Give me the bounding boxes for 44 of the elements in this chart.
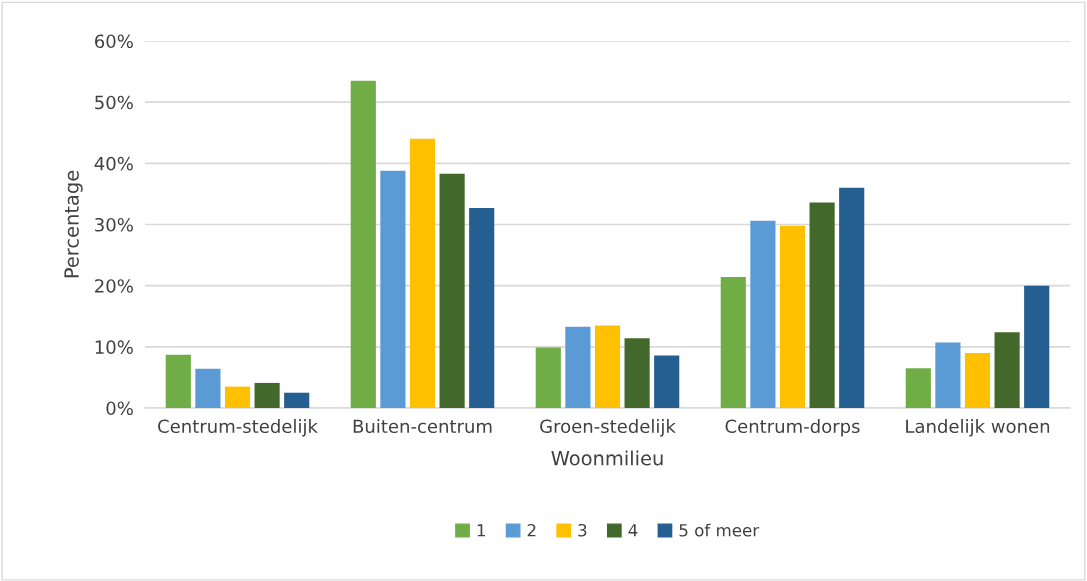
y-tick-label: 10% (95, 340, 133, 354)
legend-label: 2 (527, 523, 536, 537)
bar (565, 326, 591, 408)
bar (779, 225, 806, 408)
legend-label: 3 (578, 523, 587, 537)
bar (905, 368, 931, 408)
bar (994, 332, 1020, 408)
bar (935, 342, 961, 408)
y-tick-label: 30% (95, 217, 133, 232)
bar (350, 80, 376, 408)
bar (224, 386, 251, 408)
bar (284, 392, 310, 408)
bar (839, 187, 865, 408)
bar (1024, 285, 1050, 408)
y-tick-label: 40% (94, 156, 133, 171)
bar (624, 338, 650, 408)
bar (594, 325, 621, 408)
y-tick-label: 0% (106, 401, 133, 416)
y-tick-label: 50% (95, 95, 133, 110)
bar (809, 202, 835, 408)
x-tick-label: Buiten-centrum (353, 419, 492, 434)
bar (195, 368, 221, 408)
bar (409, 138, 436, 408)
bar (654, 355, 680, 408)
bar (380, 170, 406, 408)
x-axis-title: Woonmilieu (551, 450, 663, 466)
legend-label: 1 (477, 524, 485, 537)
x-tick-label: Landelijk wonen (906, 419, 1050, 437)
bar (750, 220, 776, 408)
x-tick-label: Centrum-stedelijk (158, 419, 318, 437)
x-tick-label: Groen-stedelijk (540, 419, 676, 437)
y-axis-title: Percentage (64, 170, 83, 278)
y-tick-label: 20% (95, 279, 133, 293)
bar (469, 207, 495, 408)
bar (964, 352, 991, 408)
x-tick-label: Centrum-dorps (725, 419, 860, 437)
legend-label: 4 (628, 524, 638, 537)
bar (720, 277, 746, 408)
bar (439, 173, 465, 408)
y-tick-label: 60% (95, 34, 133, 49)
bar (254, 382, 280, 408)
bar (165, 354, 191, 408)
bar (535, 347, 561, 408)
legend-label: 5 of meer (679, 523, 760, 537)
